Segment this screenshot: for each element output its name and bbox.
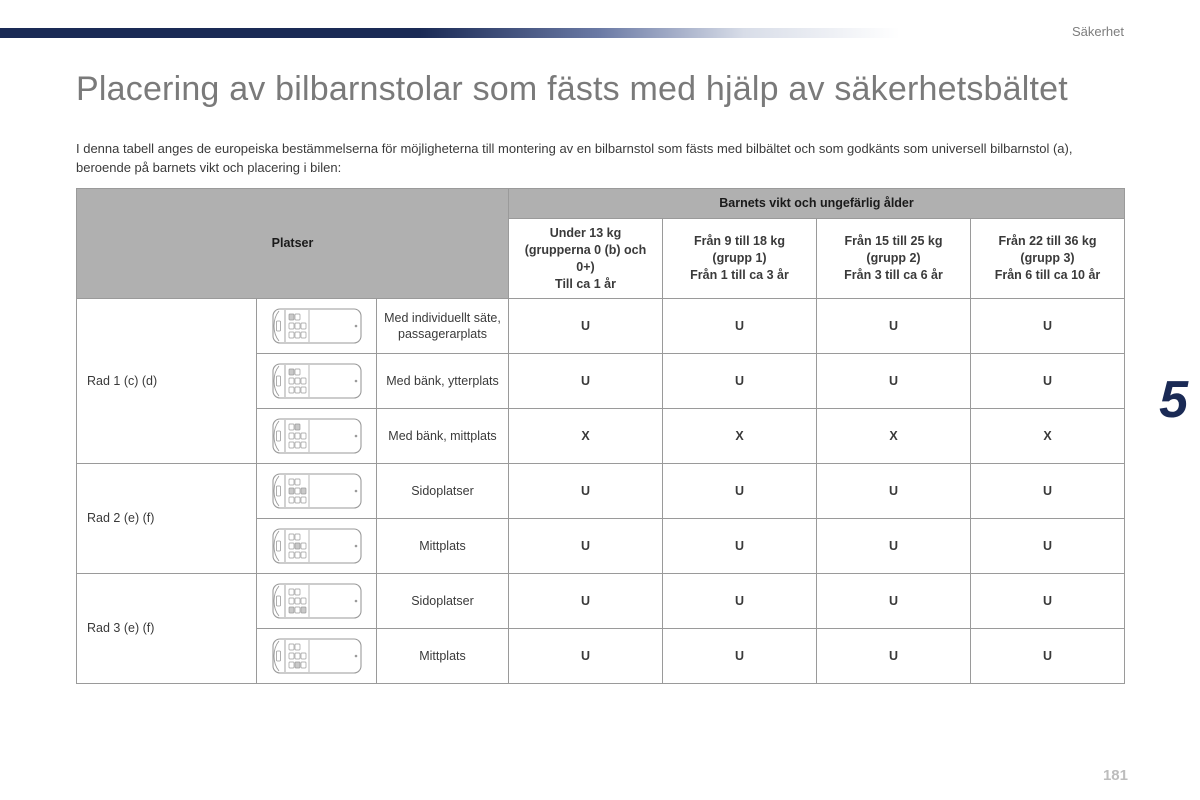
cell-value: U — [817, 464, 971, 519]
weight-col-2: Från 15 till 25 kg(grupp 2)Från 3 till c… — [817, 218, 971, 299]
row-group-label: Rad 1 (c) (d) — [77, 299, 257, 464]
seat-label: Mittplats — [377, 629, 509, 684]
cell-value: U — [971, 519, 1125, 574]
seat-label: Sidoplatser — [377, 574, 509, 629]
seats-header: Platser — [77, 189, 509, 299]
row-group-label: Rad 2 (e) (f) — [77, 464, 257, 574]
cell-value: U — [663, 574, 817, 629]
seat-table: Platser Barnets vikt och ungefärlig ålde… — [76, 188, 1124, 684]
van-seat-icon — [257, 629, 377, 684]
cell-value: U — [971, 574, 1125, 629]
van-seat-icon — [257, 464, 377, 519]
cell-value: U — [663, 299, 817, 354]
cell-value: X — [817, 409, 971, 464]
cell-value: U — [509, 574, 663, 629]
seat-label: Med bänk, mittplats — [377, 409, 509, 464]
cell-value: U — [817, 299, 971, 354]
cell-value: U — [817, 519, 971, 574]
cell-value: U — [509, 629, 663, 684]
table-row: Rad 2 (e) (f) SidoplatserUUUU — [77, 464, 1125, 519]
table-row: Rad 1 (c) (d) Med individuellt säte, pas… — [77, 299, 1125, 354]
chapter-number: 5 — [1159, 370, 1188, 430]
top-gradient-bar — [0, 28, 1200, 38]
page-title: Placering av bilbarnstolar som fästs med… — [76, 70, 1068, 109]
cell-value: X — [509, 409, 663, 464]
page-number: 181 — [1103, 767, 1128, 784]
seat-label: Mittplats — [377, 519, 509, 574]
cell-value: X — [971, 409, 1125, 464]
section-label: Säkerhet — [1072, 24, 1124, 39]
weight-header: Barnets vikt och ungefärlig ålder — [509, 189, 1125, 219]
weight-col-3: Från 22 till 36 kg(grupp 3)Från 6 till c… — [971, 218, 1125, 299]
cell-value: U — [971, 464, 1125, 519]
cell-value: U — [509, 299, 663, 354]
cell-value: U — [663, 629, 817, 684]
cell-value: U — [663, 354, 817, 409]
cell-value: U — [817, 629, 971, 684]
table-row: Rad 3 (e) (f) SidoplatserUUUU — [77, 574, 1125, 629]
cell-value: U — [663, 519, 817, 574]
seat-label: Med bänk, ytterplats — [377, 354, 509, 409]
van-seat-icon — [257, 354, 377, 409]
van-seat-icon — [257, 574, 377, 629]
cell-value: U — [971, 629, 1125, 684]
weight-col-1: Från 9 till 18 kg(grupp 1)Från 1 till ca… — [663, 218, 817, 299]
cell-value: U — [971, 299, 1125, 354]
row-group-label: Rad 3 (e) (f) — [77, 574, 257, 684]
cell-value: X — [663, 409, 817, 464]
cell-value: U — [663, 464, 817, 519]
van-seat-icon — [257, 519, 377, 574]
cell-value: U — [971, 354, 1125, 409]
cell-value: U — [509, 354, 663, 409]
cell-value: U — [817, 354, 971, 409]
seat-label: Med individuellt säte, passagerarplats — [377, 299, 509, 354]
cell-value: U — [817, 574, 971, 629]
weight-col-0: Under 13 kg(grupperna 0 (b) och 0+)Till … — [509, 218, 663, 299]
van-seat-icon — [257, 409, 377, 464]
intro-text: I denna tabell anges de europeiska bestä… — [76, 140, 1124, 178]
cell-value: U — [509, 519, 663, 574]
seat-label: Sidoplatser — [377, 464, 509, 519]
van-seat-icon — [257, 299, 377, 354]
cell-value: U — [509, 464, 663, 519]
